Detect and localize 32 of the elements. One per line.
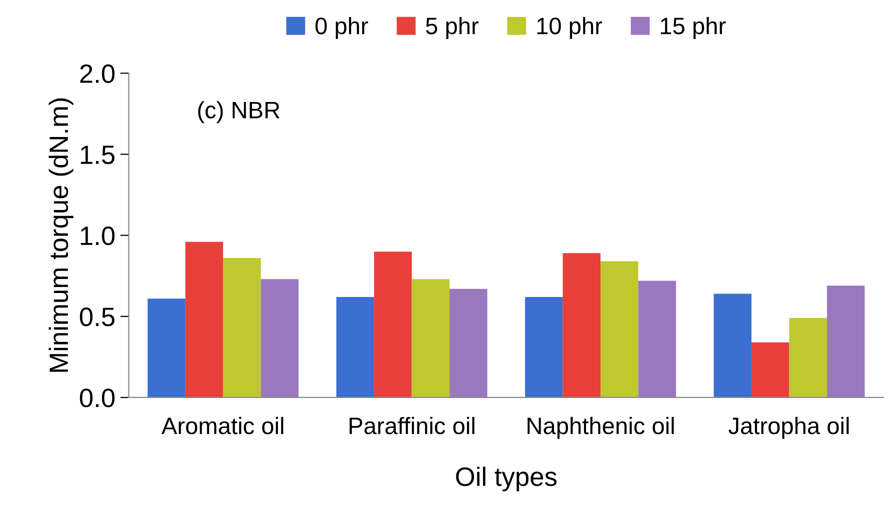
bar	[223, 258, 261, 398]
bar	[336, 296, 374, 398]
y-tick-label: 0.0	[80, 388, 115, 408]
y-tick-label: 1.0	[80, 226, 115, 246]
bar	[260, 279, 299, 398]
bar	[751, 342, 790, 398]
bar	[412, 279, 450, 398]
bar	[185, 242, 224, 398]
legend-label: 0 phr	[315, 16, 368, 39]
bar	[525, 296, 563, 398]
bar	[600, 261, 638, 398]
y-tick-label: 1.5	[80, 146, 114, 164]
annotation: (c) NBR	[198, 101, 280, 124]
x-axis-title: Oil types	[456, 466, 557, 492]
bar	[562, 253, 601, 398]
legend-label: 5 phr	[426, 16, 478, 39]
legend-label: 10 phr	[537, 16, 602, 39]
bar	[374, 252, 412, 398]
y-tick-label: 2.0	[80, 64, 115, 84]
x-tick-label: Paraffinic oil	[350, 416, 474, 434]
x-tick-label: Jatropha oil	[728, 416, 849, 439]
bar	[714, 294, 752, 398]
x-tick-label: Aromatic oil	[161, 416, 284, 434]
x-tick-label: Naphthenic oil	[528, 416, 674, 439]
y-axis-title: Minimum torque (dN.m)	[48, 98, 74, 372]
bar	[148, 298, 186, 398]
y-tick-label: 0.5	[80, 308, 114, 326]
bar	[638, 280, 676, 398]
legend-label: 15 phr	[660, 16, 726, 39]
bar	[826, 286, 865, 398]
bar	[450, 288, 488, 398]
bar	[789, 318, 827, 398]
